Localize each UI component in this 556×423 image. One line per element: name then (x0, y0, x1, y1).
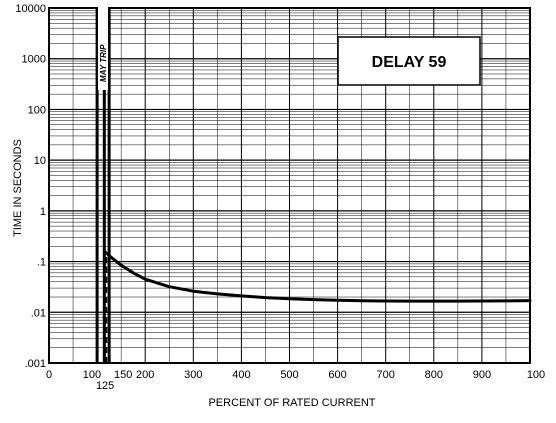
x-tick-label: 0 (46, 369, 52, 381)
x-tick-label: 200 (136, 369, 154, 381)
plot-frame (48, 7, 531, 364)
x-tick-label: 900 (473, 369, 491, 381)
x-tick-label: 150 (114, 369, 132, 381)
may-trip-label-bg (98, 6, 108, 90)
x-axis-title: PERCENT OF RATED CURRENT (208, 397, 375, 409)
y-tick-label: .001 (25, 358, 46, 370)
x-tick-label: 100 (83, 369, 101, 381)
y-tick-label: 10 (34, 155, 46, 167)
annotation-text: DELAY 59 (372, 54, 447, 71)
x-tick-label: 400 (232, 369, 250, 381)
trip-curve (104, 251, 532, 363)
y-tick-label: .01 (31, 307, 46, 319)
annotation-box (337, 36, 481, 86)
y-axis-title: TIME IN SECONDS (12, 139, 24, 237)
x-tick-label: 500 (280, 369, 298, 381)
may-trip-label: MAY TRIP (99, 44, 108, 82)
x-tick-label: 300 (184, 369, 202, 381)
x-tick-label-lower: 125 (96, 380, 114, 392)
y-tick-labels: 10000 1000 100 10 1 .1 .01 .001 (15, 3, 46, 370)
delay-annotation: DELAY 59 (337, 36, 481, 86)
y-tick-label: 100 (28, 104, 46, 116)
x-tick-label: 600 (328, 369, 346, 381)
x-tick-label: 100 (527, 369, 545, 381)
y-tick-label: 1 (40, 206, 46, 218)
x-tick-label: 700 (377, 369, 395, 381)
y-tick-label: 1000 (22, 54, 46, 66)
series-line (104, 251, 532, 303)
y-tick-label: .1 (37, 257, 46, 269)
y-tick-label: 10000 (15, 3, 46, 15)
x-tick-label: 800 (425, 369, 443, 381)
